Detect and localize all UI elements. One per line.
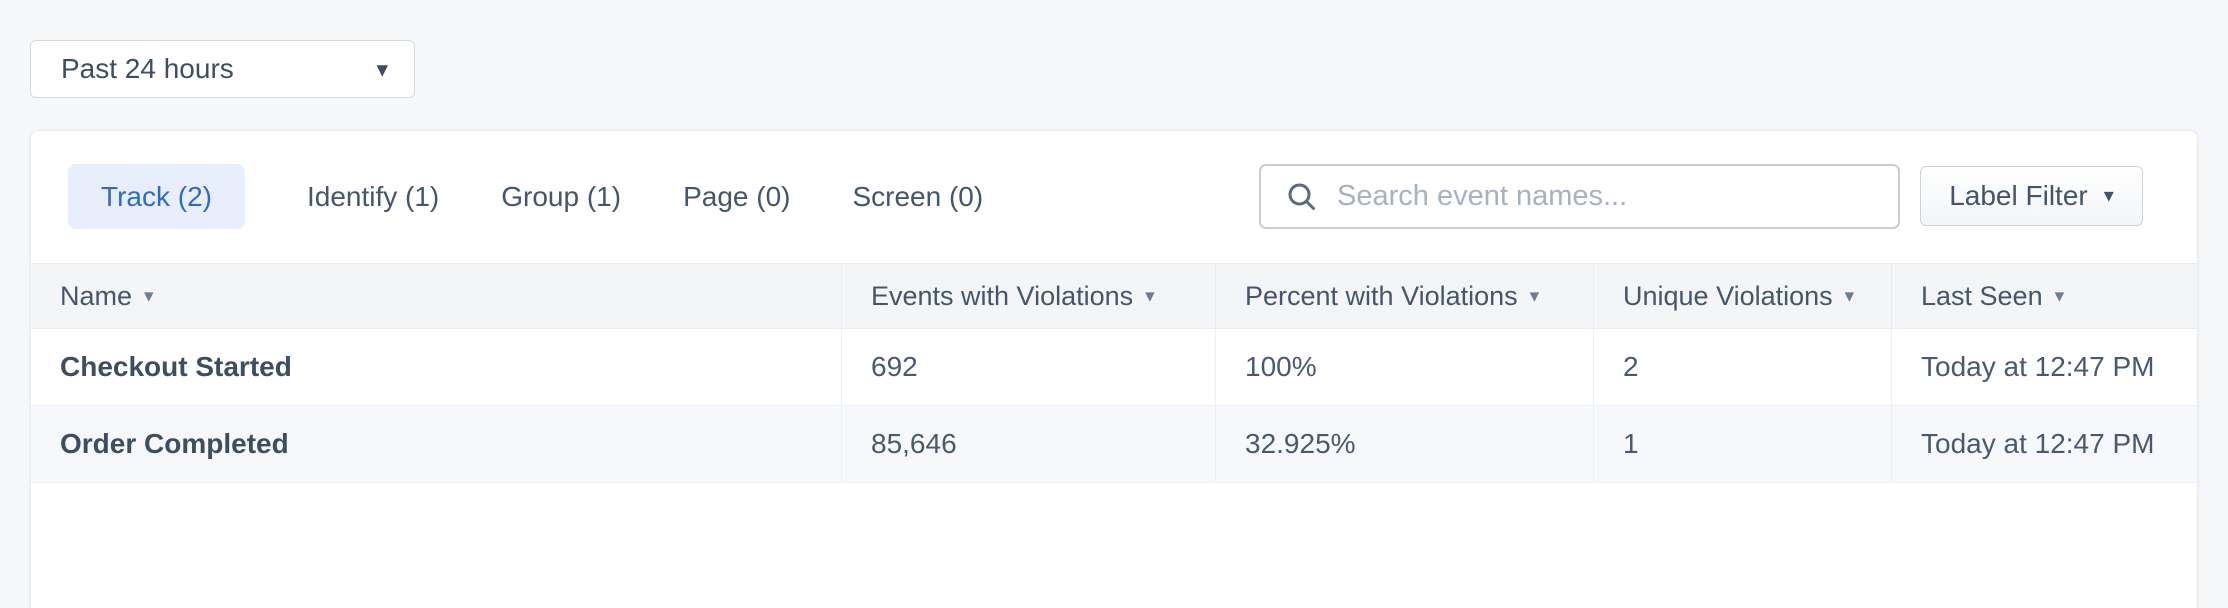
unique-violations-cell: 1 <box>1593 406 1891 482</box>
column-header-events-with-violations[interactable]: Events with Violations ▾ <box>841 264 1215 328</box>
last-seen-cell: Today at 12:47 PM <box>1891 329 2197 405</box>
search-icon <box>1288 183 1315 210</box>
sort-caret-icon: ▾ <box>2054 285 2065 307</box>
violations-card: Track (2) Identify (1) Group (1) Page (0… <box>30 130 2198 608</box>
tab-screen[interactable]: Screen (0) <box>852 180 984 212</box>
chevron-down-icon: ▾ <box>376 55 388 82</box>
table-row[interactable]: Checkout Started 692 100% 2 Today at 12:… <box>31 329 2197 406</box>
events-with-violations-cell: 692 <box>841 329 1215 405</box>
percent-with-violations-cell: 32.925% <box>1215 406 1593 482</box>
label-filter-button[interactable]: Label Filter ▾ <box>1920 166 2143 226</box>
percent-with-violations-cell: 100% <box>1215 329 1593 405</box>
time-range-dropdown[interactable]: Past 24 hours ▾ <box>30 40 415 98</box>
time-range-value: Past 24 hours <box>61 53 234 84</box>
sort-caret-icon: ▾ <box>1529 285 1540 307</box>
toolbar: Track (2) Identify (1) Group (1) Page (0… <box>31 164 2197 229</box>
column-header-name[interactable]: Name ▾ <box>60 280 154 311</box>
label-filter-label: Label Filter <box>1949 180 2088 211</box>
violations-table: Name ▾ Events with Violations ▾ Percent … <box>31 263 2197 483</box>
column-header-last-seen[interactable]: Last Seen ▾ <box>1891 264 2197 328</box>
table-row[interactable]: Order Completed 85,646 32.925% 1 Today a… <box>31 406 2197 483</box>
table-header-row: Name ▾ Events with Violations ▾ Percent … <box>31 263 2197 329</box>
unique-violations-cell: 2 <box>1593 329 1891 405</box>
search-box <box>1259 164 1900 229</box>
column-header-unique-violations[interactable]: Unique Violations ▾ <box>1593 264 1891 328</box>
tab-track[interactable]: Track (2) <box>68 164 245 229</box>
tab-identify[interactable]: Identify (1) <box>306 180 440 212</box>
search-input[interactable] <box>1337 168 1867 225</box>
tab-group[interactable]: Group (1) <box>501 180 622 212</box>
event-name-cell[interactable]: Order Completed <box>60 428 289 459</box>
tab-page[interactable]: Page (0) <box>683 180 791 212</box>
event-name-cell[interactable]: Checkout Started <box>60 351 292 382</box>
sort-caret-icon: ▾ <box>144 285 154 307</box>
sort-caret-icon: ▾ <box>1145 285 1155 307</box>
column-header-percent-with-violations[interactable]: Percent with Violations ▾ <box>1215 264 1593 328</box>
sort-caret-icon: ▾ <box>1844 285 1855 307</box>
chevron-down-icon: ▾ <box>2103 185 2114 207</box>
events-with-violations-cell: 85,646 <box>841 406 1215 482</box>
event-type-tabs: Track (2) Identify (1) Group (1) Page (0… <box>68 164 983 229</box>
last-seen-cell: Today at 12:47 PM <box>1891 406 2197 482</box>
